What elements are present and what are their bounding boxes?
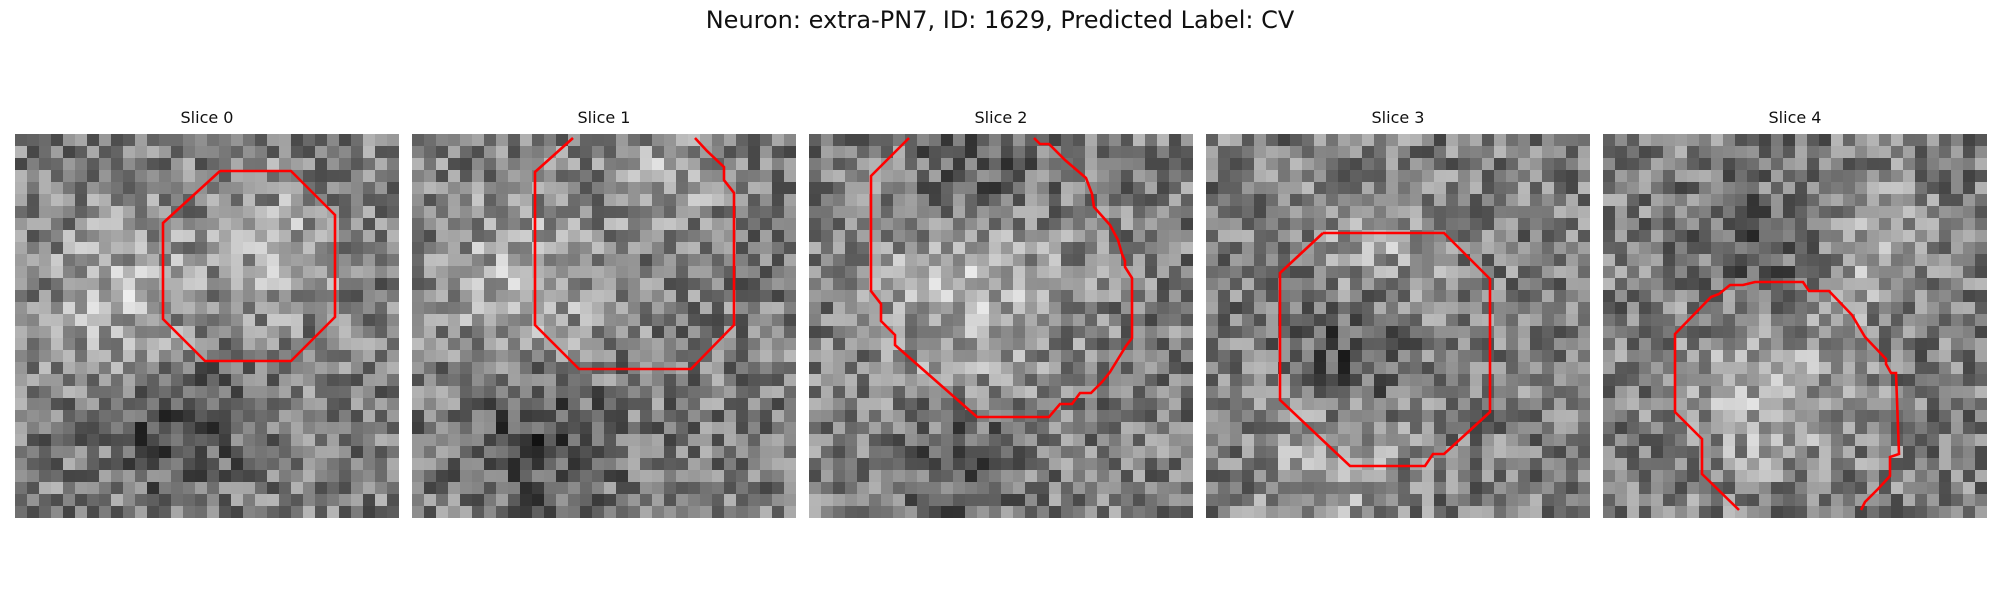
slice-title-1: Slice 1: [577, 108, 631, 127]
slice-image-4: [1603, 134, 1987, 518]
slice-title-4: Slice 4: [1768, 108, 1822, 127]
slice-title-0: Slice 0: [180, 108, 234, 127]
contour-outline-0: [161, 169, 337, 363]
slice-image-0: [15, 134, 399, 518]
slice-image-3: [1206, 134, 1590, 518]
slice-title-3: Slice 3: [1371, 108, 1425, 127]
contour-outline-2: [869, 137, 1134, 419]
contour-outline-4: [1673, 280, 1901, 511]
slice-title-2: Slice 2: [974, 108, 1028, 127]
figure-title: Neuron: extra-PN7, ID: 1629, Predicted L…: [705, 6, 1295, 34]
slice-image-2: [809, 134, 1193, 518]
contour-outline-3: [1278, 231, 1492, 468]
contour-outline-1: [533, 137, 736, 371]
